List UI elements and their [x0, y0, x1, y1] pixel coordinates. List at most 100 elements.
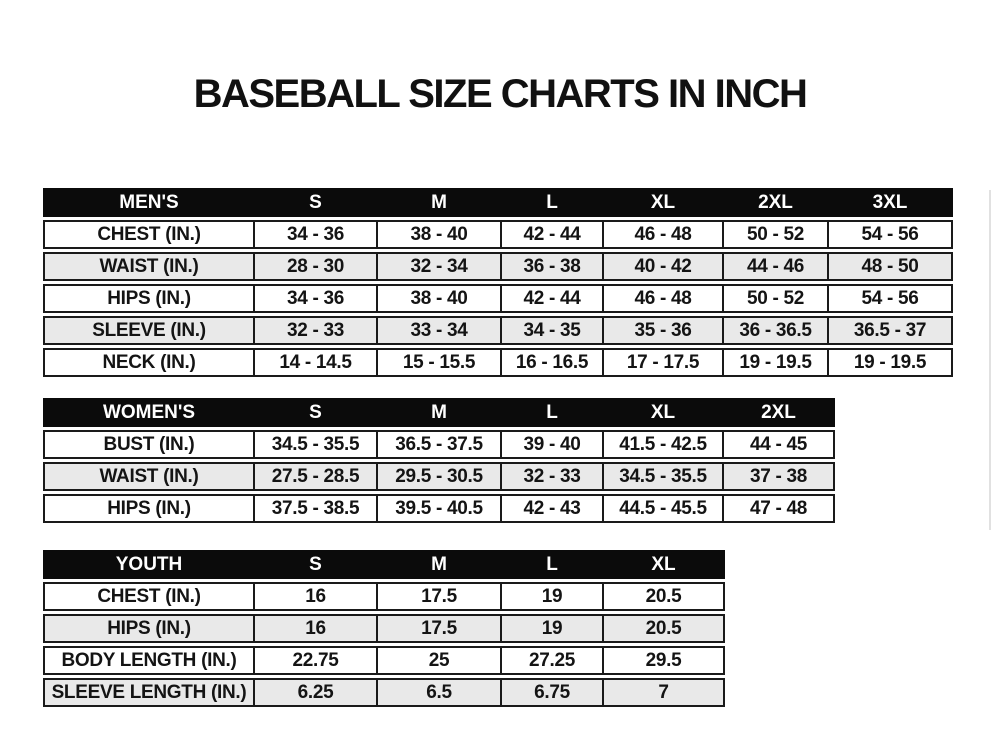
value-cell: 46 - 48: [604, 286, 724, 311]
size-column-header: XL: [651, 554, 676, 575]
value-cell: 22.75: [255, 648, 378, 673]
value-cell: 33 - 34: [378, 318, 502, 343]
size-column-header: L: [546, 192, 558, 213]
value-cell: 46 - 48: [604, 222, 724, 247]
table-header-row: WOMEN'S S M L XL 2XL: [43, 398, 835, 427]
value-cell: 42 - 43: [502, 496, 604, 521]
size-column-header: L: [546, 402, 558, 423]
value-cell: 34.5 - 35.5: [604, 464, 724, 489]
value-cell: 34.5 - 35.5: [255, 432, 378, 457]
value-cell: 7: [658, 682, 669, 703]
value-cell: 29.5 - 30.5: [378, 464, 502, 489]
value-cell: 16: [255, 616, 378, 641]
womens-size-table: WOMEN'S S M L XL 2XL BUST (IN.) 34.5 - 35.5 36.5…: [43, 398, 835, 526]
value-cell: 6.25: [255, 680, 378, 705]
size-column-header: XL: [650, 402, 676, 423]
size-column-header: XL: [650, 192, 676, 213]
value-cell: 19: [502, 584, 604, 609]
value-cell: 36 - 36.5: [724, 318, 829, 343]
value-cell: 6.5: [378, 680, 502, 705]
value-cell: 27.25: [502, 648, 604, 673]
table-header-row: YOUTH S M L XL: [43, 550, 725, 579]
table-row: WAIST (IN.) 27.5 - 28.5 29.5 - 30.5 32 - 33…: [43, 462, 835, 491]
size-column-header: 2XL: [758, 192, 793, 213]
size-column-header: M: [431, 554, 447, 575]
value-cell: 50 - 52: [724, 286, 829, 311]
value-cell: 19: [502, 616, 604, 641]
value-cell: 35 - 36: [604, 318, 724, 343]
table-header-row: MEN'S S M L XL 2XL 3XL: [43, 188, 953, 217]
value-cell: 6.75: [502, 680, 604, 705]
value-cell: 38 - 40: [378, 286, 502, 311]
value-cell: 54 - 56: [861, 224, 919, 245]
table-row: SLEEVE LENGTH (IN.) 6.25 6.5 6.75 7: [43, 678, 725, 707]
row-label-cell: BODY LENGTH (IN.): [45, 648, 255, 673]
table-row: BUST (IN.) 34.5 - 35.5 36.5 - 37.5 39 - 40 4…: [43, 430, 835, 459]
size-column-header: 2XL: [761, 402, 796, 423]
row-label-cell: SLEEVE LENGTH (IN.): [45, 680, 255, 705]
table-row: CHEST (IN.) 16 17.5 19 20.5: [43, 582, 725, 611]
row-label-cell: CHEST (IN.): [45, 222, 255, 247]
size-column-header: S: [309, 554, 322, 575]
table-row: SLEEVE (IN.) 32 - 33 33 - 34 34 - 35 35 - 36…: [43, 316, 953, 345]
value-cell: 19 - 19.5: [853, 352, 927, 373]
value-cell: 19 - 19.5: [724, 350, 829, 375]
value-cell: 41.5 - 42.5: [604, 432, 724, 457]
table-row: HIPS (IN.) 37.5 - 38.5 39.5 - 40.5 42 - 43 4…: [43, 494, 835, 523]
table-row: CHEST (IN.) 34 - 36 38 - 40 42 - 44 46 - 48 5…: [43, 220, 953, 249]
value-cell: 32 - 33: [255, 318, 378, 343]
value-cell: 44 - 45: [749, 434, 808, 455]
value-cell: 25: [378, 648, 502, 673]
value-cell: 17 - 17.5: [604, 350, 724, 375]
row-label-cell: SLEEVE (IN.): [45, 318, 255, 343]
value-cell: 20.5: [645, 586, 682, 607]
table-row: BODY LENGTH (IN.) 22.75 25 27.25 29.5: [43, 646, 725, 675]
row-label-cell: HIPS (IN.): [45, 286, 255, 311]
value-cell: 17.5: [378, 616, 502, 641]
value-cell: 54 - 56: [861, 288, 919, 309]
value-cell: 40 - 42: [604, 254, 724, 279]
value-cell: 16 - 16.5: [502, 350, 604, 375]
value-cell: 28 - 30: [255, 254, 378, 279]
value-cell: 44.5 - 45.5: [604, 496, 724, 521]
value-cell: 17.5: [378, 584, 502, 609]
table-title-cell: WOMEN'S: [102, 402, 196, 423]
value-cell: 27.5 - 28.5: [255, 464, 378, 489]
value-cell: 37.5 - 38.5: [255, 496, 378, 521]
value-cell: 36.5 - 37.5: [378, 432, 502, 457]
value-cell: 38 - 40: [378, 222, 502, 247]
value-cell: 32 - 33: [502, 464, 604, 489]
value-cell: 14 - 14.5: [255, 350, 378, 375]
row-label-cell: CHEST (IN.): [45, 584, 255, 609]
row-label-cell: WAIST (IN.): [45, 464, 255, 489]
mens-size-table: MEN'S S M L XL 2XL 3XL CHEST (IN.) 34 - 36 38 - 4…: [43, 188, 953, 380]
scan-artifact-line: [989, 190, 991, 530]
value-cell: 34 - 36: [255, 286, 378, 311]
value-cell: 15 - 15.5: [378, 350, 502, 375]
size-column-header: S: [309, 192, 322, 213]
value-cell: 34 - 35: [502, 318, 604, 343]
value-cell: 32 - 34: [378, 254, 502, 279]
table-row: NECK (IN.) 14 - 14.5 15 - 15.5 16 - 16.5 17 …: [43, 348, 953, 377]
value-cell: 36 - 38: [502, 254, 604, 279]
value-cell: 20.5: [645, 618, 682, 639]
size-column-header: S: [309, 402, 322, 423]
value-cell: 34 - 36: [255, 222, 378, 247]
table-row: WAIST (IN.) 28 - 30 32 - 34 36 - 38 40 - 42 4…: [43, 252, 953, 281]
row-label-cell: HIPS (IN.): [45, 616, 255, 641]
row-label-cell: BUST (IN.): [45, 432, 255, 457]
size-column-header: 3XL: [872, 192, 908, 213]
value-cell: 39 - 40: [502, 432, 604, 457]
value-cell: 16: [255, 584, 378, 609]
value-cell: 37 - 38: [749, 466, 808, 487]
size-column-header: M: [431, 402, 447, 423]
row-label-cell: WAIST (IN.): [45, 254, 255, 279]
youth-size-table: YOUTH S M L XL CHEST (IN.) 16 17.5 19 20.5 HIPS (I…: [43, 550, 725, 710]
page-title: BASEBALL SIZE CHARTS IN INCH: [193, 72, 808, 116]
size-column-header: L: [546, 554, 558, 575]
value-cell: 44 - 46: [724, 254, 829, 279]
value-cell: 50 - 52: [724, 222, 829, 247]
value-cell: 48 - 50: [861, 256, 919, 277]
value-cell: 42 - 44: [502, 286, 604, 311]
